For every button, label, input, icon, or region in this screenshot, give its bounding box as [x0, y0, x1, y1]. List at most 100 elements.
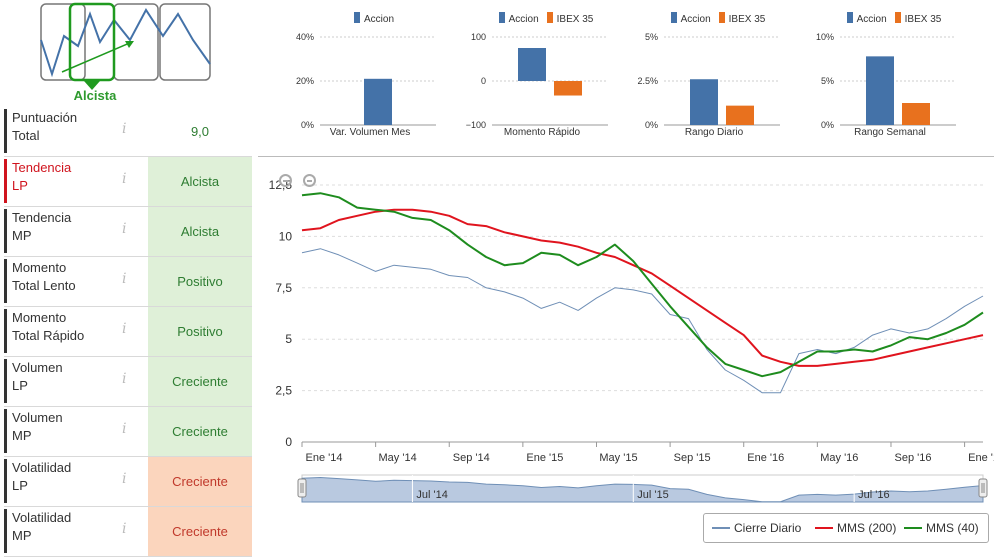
info-icon[interactable]: i — [122, 371, 127, 387]
series-mms40-line — [301, 192, 984, 378]
indicator-label: Momento Total Rápido — [4, 309, 118, 353]
mini-chart-title: Var. Volumen Mes — [329, 127, 411, 138]
zoom-in-icon[interactable] — [279, 174, 292, 187]
info-icon[interactable]: i — [122, 221, 127, 237]
mini-bar-plot — [664, 36, 780, 126]
indicator-label-line1: Momento — [12, 260, 67, 275]
info-icon[interactable]: i — [122, 521, 127, 537]
mini-bar-plot — [492, 36, 608, 126]
legend-item-close[interactable]: Cierre Diario — [734, 521, 802, 535]
indicator-value: 9,0 — [190, 124, 210, 139]
y-tick-label: 7,5 — [275, 281, 292, 295]
indicator-label-line2: Total Rápido — [12, 328, 85, 343]
legend-swatch-mms200 — [815, 527, 833, 529]
mini-bar-plot — [320, 36, 436, 126]
indicator-label-line2: MP — [12, 428, 32, 443]
mini-y-tick: 0% — [820, 120, 834, 130]
legend-swatch-mms40 — [904, 527, 922, 529]
indicator-row: Volumen MP i Creciente — [4, 407, 252, 457]
signal-label: Alcista — [73, 88, 117, 103]
navigator-handle-left[interactable] — [297, 478, 307, 498]
legend-swatch — [670, 12, 677, 23]
indicator-label-line2: LP — [12, 478, 28, 493]
mini-y-tick: 0 — [480, 76, 486, 86]
mini-legend: Accion IBEX 35 — [624, 12, 804, 25]
mini-legend-label: Accion — [680, 14, 711, 25]
mini-y-tick: 5% — [644, 32, 658, 42]
info-icon[interactable]: i — [122, 471, 127, 487]
series-close-line — [301, 248, 984, 394]
mini-legend: Accion IBEX 35 — [452, 12, 632, 25]
legend-item-mms40[interactable]: MMS (40) — [926, 521, 979, 535]
x-tick-label: May '16 — [820, 452, 858, 464]
legend-swatch — [353, 12, 360, 23]
indicator-row: Momento Total Rápido i Positivo — [4, 307, 252, 357]
info-icon[interactable]: i — [122, 121, 127, 137]
indicator-label: Volumen LP — [4, 359, 118, 403]
indicator-value: Alcista — [148, 157, 252, 206]
bar-ibex — [554, 81, 582, 96]
indicator-label: Volatilidad LP — [4, 459, 118, 503]
mini-chart-rango-diario: Accion IBEX 35 5% 2.5% 0% Rango Diario — [624, 0, 804, 150]
mini-legend-label: IBEX 35 — [904, 14, 942, 25]
navigator-handle-right[interactable] — [978, 478, 988, 498]
x-tick-label: Ene '16 — [747, 452, 784, 464]
info-icon[interactable]: i — [122, 321, 127, 337]
trend-signal-logo — [40, 2, 211, 90]
indicator-label-line2: MP — [12, 228, 32, 243]
indicator-label: Volumen MP — [4, 409, 118, 453]
legend-item-mms200[interactable]: MMS (200) — [837, 521, 897, 535]
mini-legend-label: IBEX 35 — [728, 14, 766, 25]
info-icon[interactable]: i — [122, 421, 127, 437]
navigator-series — [301, 476, 984, 503]
x-tick-label: Sep '15 — [674, 452, 711, 464]
x-tick-label: Ene '14 — [306, 452, 343, 464]
mini-y-tick: 5% — [820, 76, 834, 86]
zoom-out-icon[interactable] — [303, 174, 316, 187]
x-tick-label: Ene '17 — [968, 452, 994, 464]
signal-arrow-line — [61, 41, 133, 73]
signal-arrow-head — [125, 41, 134, 48]
mini-legend-label: IBEX 35 — [556, 14, 594, 25]
bar-ibex — [902, 103, 930, 125]
indicator-label-line1: Tendencia — [12, 160, 72, 175]
mini-y-tick: 0% — [644, 120, 658, 130]
legend-swatch — [498, 12, 505, 23]
indicator-label-line1: Momento — [12, 310, 67, 325]
indicator-label-line1: Volumen — [12, 360, 63, 375]
mini-y-tick: 40% — [295, 32, 314, 42]
legend-swatch — [894, 12, 901, 23]
signal-pointer — [84, 81, 100, 90]
indicator-row: Tendencia LP i Alcista — [4, 157, 252, 207]
indicator-label: Puntuación Total — [4, 109, 118, 153]
indicator-label-line2: Total — [12, 128, 40, 143]
indicator-value: Positivo — [148, 257, 252, 306]
x-tick-label: May '14 — [379, 452, 417, 464]
info-icon[interactable]: i — [122, 171, 127, 187]
indicator-value: Creciente — [148, 407, 252, 456]
mini-legend-label: Accion — [856, 14, 887, 25]
series-mms200-line — [301, 208, 984, 367]
bar-ibex — [726, 105, 754, 125]
y-tick-label: 0 — [285, 435, 292, 449]
signal-box-3 — [113, 3, 159, 81]
section-divider — [258, 156, 994, 157]
navigator-tick-label: Jul '15 — [637, 489, 668, 501]
indicator-label-line2: Total Lento — [12, 278, 76, 293]
indicator-row: Momento Total Lento i Positivo — [4, 257, 252, 307]
indicator-label: Volatilidad MP — [4, 509, 118, 553]
indicator-row: Volumen LP i Creciente — [4, 357, 252, 407]
mini-chart-rango-semanal: Accion IBEX 35 10% 5% 0% Rango Semanal — [800, 0, 980, 150]
x-tick-label: May '15 — [599, 452, 637, 464]
mini-y-tick: 20% — [295, 76, 314, 86]
navigator-tick-label: Jul '16 — [858, 489, 889, 501]
indicator-label-line1: Volatilidad — [12, 460, 72, 475]
bar-accion — [364, 78, 392, 125]
indicator-value: Creciente — [148, 507, 252, 556]
indicator-label: Tendencia LP — [4, 159, 118, 203]
info-icon[interactable]: i — [122, 271, 127, 287]
legend-swatch-close — [712, 527, 730, 529]
y-tick-label: 5 — [285, 332, 292, 346]
mini-y-tick: 100 — [470, 32, 486, 42]
